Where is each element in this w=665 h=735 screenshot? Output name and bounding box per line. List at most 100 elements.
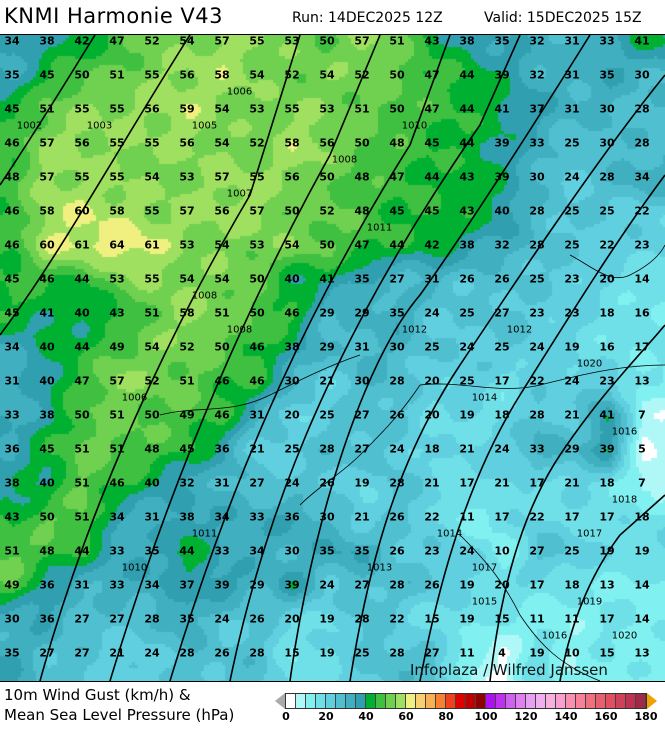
gust-value: 30 bbox=[389, 340, 405, 354]
gust-value: 14 bbox=[634, 612, 650, 626]
gust-value: 28 bbox=[389, 646, 405, 660]
gust-value: 51 bbox=[39, 102, 55, 116]
colorbar-swatch bbox=[586, 694, 596, 708]
gust-value: 38 bbox=[39, 34, 55, 48]
gust-value: 32 bbox=[494, 238, 510, 252]
gust-value: 10 bbox=[564, 646, 580, 660]
gust-value: 21 bbox=[459, 442, 475, 456]
gust-value: 51 bbox=[109, 408, 125, 422]
gust-value: 15 bbox=[424, 612, 440, 626]
isobar-line bbox=[39, 35, 301, 681]
gust-value: 51 bbox=[109, 68, 125, 82]
isobar-label: 1006 bbox=[226, 86, 253, 98]
colorbar-swatch bbox=[366, 694, 376, 708]
colorbar-swatch bbox=[436, 694, 446, 708]
gust-value: 33 bbox=[214, 544, 230, 558]
gust-value: 41 bbox=[494, 102, 510, 116]
gust-value: 45 bbox=[4, 102, 20, 116]
isobar-label: 1015 bbox=[471, 596, 498, 608]
gust-value: 26 bbox=[389, 408, 405, 422]
gust-value: 31 bbox=[4, 374, 20, 388]
gust-value: 44 bbox=[179, 544, 195, 558]
gust-value: 51 bbox=[179, 374, 195, 388]
gust-value: 31 bbox=[424, 272, 440, 286]
isobar-label: 1017 bbox=[576, 528, 603, 540]
gust-value: 50 bbox=[284, 204, 300, 218]
gust-value: 54 bbox=[319, 68, 335, 82]
colorbar-swatch bbox=[566, 694, 576, 708]
gust-value: 27 bbox=[354, 442, 370, 456]
gust-value: 39 bbox=[214, 578, 230, 592]
gust-value: 48 bbox=[354, 170, 370, 184]
gust-value: 46 bbox=[4, 238, 20, 252]
gust-value: 11 bbox=[459, 510, 475, 524]
colorbar-tick-label: 20 bbox=[318, 710, 334, 723]
gust-value: 36 bbox=[39, 578, 55, 592]
gust-value: 24 bbox=[494, 442, 510, 456]
gust-value: 20 bbox=[424, 408, 440, 422]
gust-value: 56 bbox=[179, 68, 195, 82]
gust-value: 58 bbox=[109, 204, 125, 218]
gust-value: 28 bbox=[249, 646, 265, 660]
colorbar-tick-label: 80 bbox=[438, 710, 454, 723]
gust-value: 28 bbox=[529, 204, 545, 218]
gust-value: 28 bbox=[529, 408, 545, 422]
gust-value: 25 bbox=[529, 272, 545, 286]
gust-value: 51 bbox=[144, 306, 160, 320]
gust-value: 55 bbox=[109, 136, 125, 150]
gust-value: 13 bbox=[634, 374, 650, 388]
gust-value: 28 bbox=[354, 612, 370, 626]
gust-value: 21 bbox=[249, 442, 265, 456]
gust-value: 25 bbox=[284, 442, 300, 456]
gust-value: 45 bbox=[39, 442, 55, 456]
gust-value: 54 bbox=[214, 272, 230, 286]
gust-value: 19 bbox=[459, 408, 475, 422]
colorbar-swatch bbox=[576, 694, 586, 708]
gust-value: 48 bbox=[389, 136, 405, 150]
gust-value: 55 bbox=[284, 102, 300, 116]
gust-value: 56 bbox=[319, 136, 335, 150]
gust-value: 18 bbox=[599, 476, 615, 490]
gust-value: 50 bbox=[319, 238, 335, 252]
isobar-label: 1018 bbox=[611, 494, 638, 506]
gust-value: 34 bbox=[249, 544, 265, 558]
coastline bbox=[419, 364, 665, 389]
gust-value: 34 bbox=[4, 340, 20, 354]
colorbar-tick-label: 40 bbox=[358, 710, 374, 723]
coastline bbox=[459, 534, 601, 681]
isobar-label: 1013 bbox=[366, 562, 393, 574]
gust-value: 56 bbox=[74, 136, 90, 150]
wind-gust-field bbox=[0, 35, 665, 681]
gust-value: 45 bbox=[389, 204, 405, 218]
colorbar-tick-label: 140 bbox=[554, 710, 578, 723]
isobar-line bbox=[559, 494, 665, 681]
gust-value: 53 bbox=[179, 170, 195, 184]
valid-time: Valid: 15DEC2025 15Z bbox=[484, 10, 642, 26]
gust-value: 24 bbox=[214, 612, 230, 626]
gust-value: 25 bbox=[459, 306, 475, 320]
watermark: Infoplaza / Wilfred Janssen bbox=[410, 661, 608, 679]
gust-value: 57 bbox=[214, 170, 230, 184]
gust-value: 19 bbox=[319, 646, 335, 660]
isobar-label: 1019 bbox=[576, 596, 603, 608]
gust-value: 39 bbox=[599, 442, 615, 456]
gust-value: 26 bbox=[494, 272, 510, 286]
gust-value: 31 bbox=[564, 102, 580, 116]
isobar-line bbox=[0, 35, 96, 186]
gust-value: 31 bbox=[144, 510, 160, 524]
gust-value: 55 bbox=[144, 204, 160, 218]
gust-value: 14 bbox=[634, 578, 650, 592]
colorbar-under-arrow bbox=[275, 693, 285, 709]
gust-value: 30 bbox=[529, 170, 545, 184]
gust-value: 35 bbox=[319, 544, 335, 558]
gust-value: 48 bbox=[354, 204, 370, 218]
gust-value: 21 bbox=[109, 646, 125, 660]
gust-value: 42 bbox=[74, 34, 90, 48]
colorbar bbox=[285, 693, 647, 709]
gust-value: 57 bbox=[354, 34, 370, 48]
gust-value: 24 bbox=[459, 340, 475, 354]
gust-value: 52 bbox=[284, 68, 300, 82]
gust-value: 55 bbox=[74, 170, 90, 184]
gust-value: 18 bbox=[634, 510, 650, 524]
colorbar-swatch bbox=[596, 694, 606, 708]
